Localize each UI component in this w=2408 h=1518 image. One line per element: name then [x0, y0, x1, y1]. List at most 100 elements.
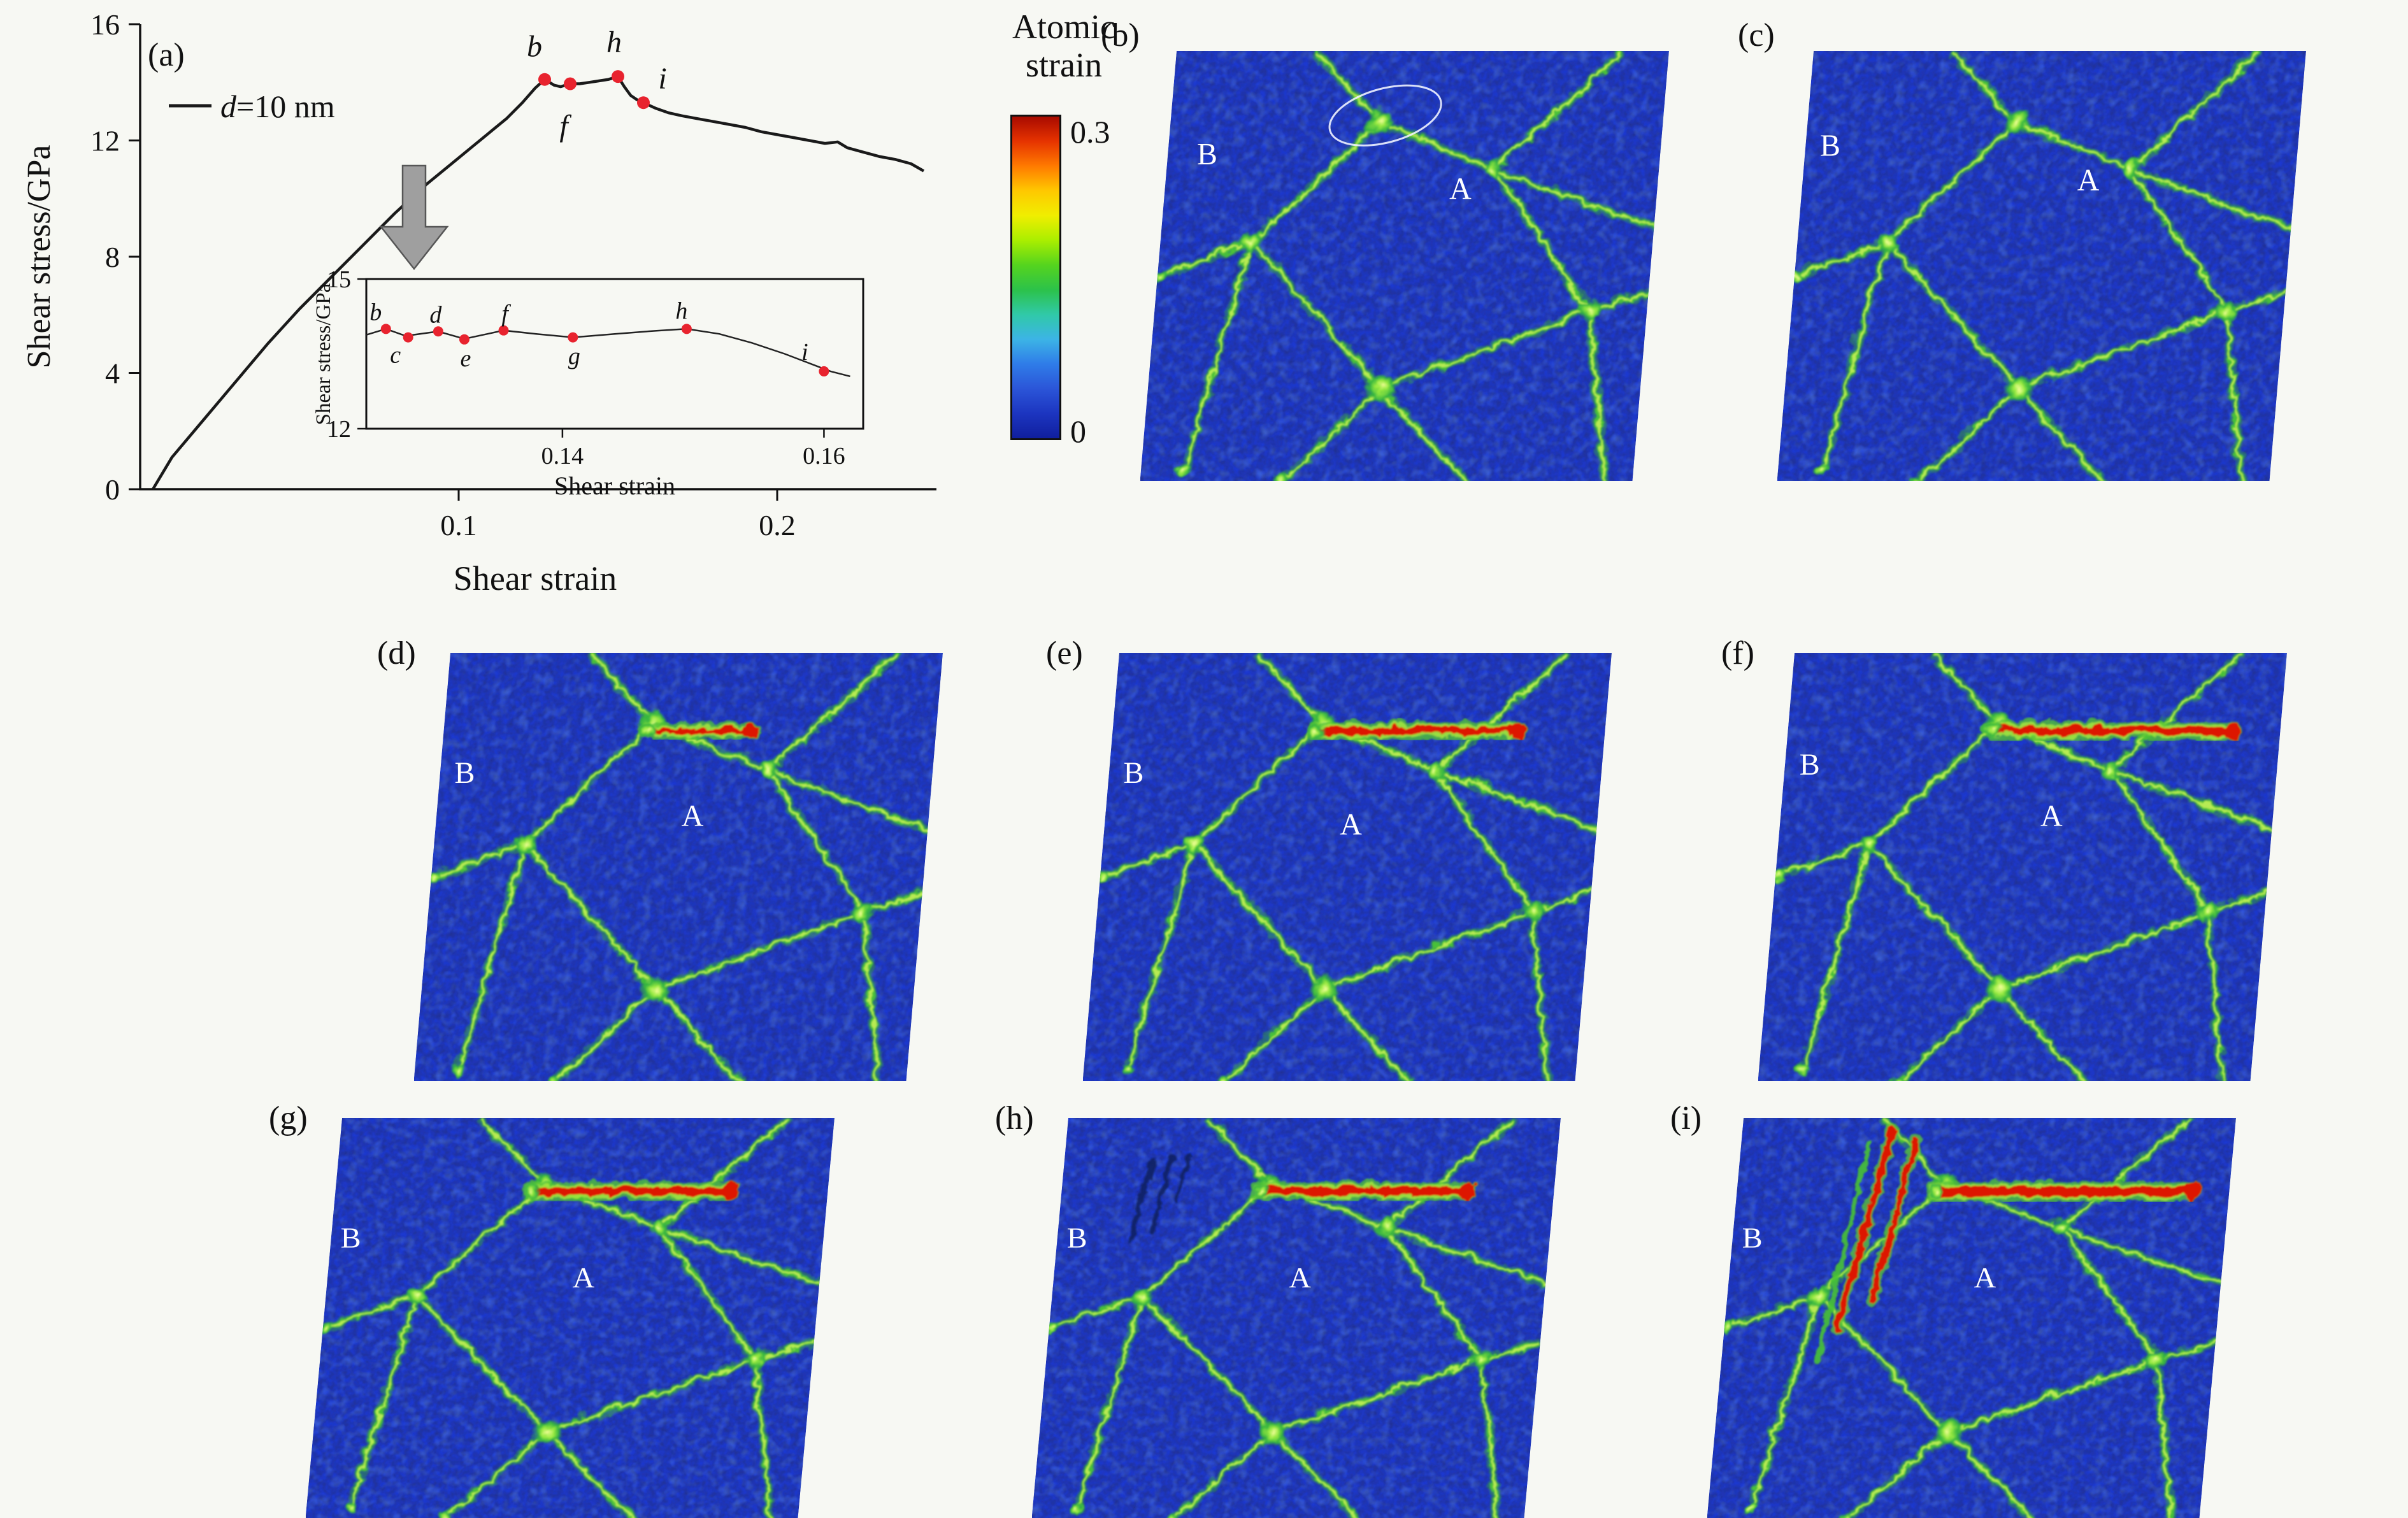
- grain-boundaries: [1769, 653, 2277, 1081]
- colorbar: Atomic strain 0.3 0: [981, 8, 1147, 524]
- y-tick-label: 4: [105, 357, 120, 390]
- x-tick-label: 0.1: [440, 509, 477, 541]
- inset-curve: [366, 327, 850, 378]
- inset-point-letter-c: c: [390, 342, 401, 369]
- strain-map-svg-b: BA: [1140, 51, 1669, 481]
- y-tick-label: 12: [90, 125, 120, 157]
- inset-frame: [365, 278, 864, 430]
- grain-label-b-b: B: [1197, 138, 1217, 171]
- inset-y-tick-label: 12: [327, 416, 351, 443]
- inset-point-letter-b: b: [369, 299, 382, 326]
- chart-root: 0 4 8 12 16 0.1 0.2 Shear stress/GPa Shear strai…: [21, 8, 936, 598]
- shear-band: [1248, 1179, 1477, 1199]
- grain-boundaries: [1151, 51, 1659, 481]
- x-axis-label: Shear strain: [454, 559, 617, 598]
- grain-label-b-g: B: [341, 1223, 361, 1254]
- panel-label-g: (g): [269, 1100, 308, 1136]
- colorbar-gradient: [1010, 115, 1061, 440]
- nucleation-ellipse-annotation: [1328, 84, 1442, 147]
- grain-label-a-g: A: [573, 1263, 595, 1294]
- panel-label-f: (f): [1721, 635, 1754, 671]
- shear-band: [1923, 1178, 2202, 1199]
- grain-label-b-e: B: [1124, 756, 1144, 790]
- inset-y-tick-label: 15: [327, 266, 351, 293]
- y-axis-label: Shear stress/GPa: [21, 145, 57, 369]
- slip-bands: [1812, 1124, 1920, 1361]
- marked-point-b: [538, 73, 551, 86]
- strain-map-svg-g: BA: [306, 1118, 835, 1518]
- grain-label-a-i: A: [1974, 1263, 1996, 1294]
- shear-band: [1305, 719, 1526, 739]
- panel-label-b: (b): [1101, 17, 1140, 54]
- marked-point-i: [637, 96, 650, 110]
- grain-boundaries: [1043, 1118, 1551, 1518]
- point-letter-h: h: [606, 25, 622, 59]
- colorbar-max-label: 0.3: [1070, 114, 1110, 150]
- colorbar-title: Atomic strain: [1012, 8, 1115, 85]
- strain-map-svg-c: BA: [1777, 51, 2306, 481]
- strain-map-svg-d: BA: [414, 653, 943, 1081]
- y-tick-label: 0: [105, 473, 120, 506]
- point-letter-b: b: [527, 30, 542, 64]
- grain-boundaries: [317, 1118, 824, 1518]
- zoom-arrow-icon: [379, 164, 449, 271]
- panel-label-h: (h): [995, 1100, 1034, 1136]
- panel-label-e: (e): [1046, 635, 1083, 671]
- inset-point-g: [568, 332, 578, 343]
- strain-map-svg-f: BA: [1758, 653, 2287, 1081]
- grain-boundaries: [1788, 51, 2296, 481]
- stress-strain-chart: 0 4 8 12 16 0.1 0.2 Shear stress/GPa Shear strai…: [21, 8, 936, 598]
- panel-label-c: (c): [1738, 17, 1775, 54]
- inset-point-h: [681, 324, 692, 334]
- point-letter-f: f: [559, 110, 571, 143]
- marked-point-f: [564, 77, 577, 90]
- legend-label: d=10 nm: [220, 89, 335, 124]
- grain-label-b-i: B: [1742, 1223, 1763, 1254]
- y-tick-label: 8: [105, 241, 120, 273]
- x-tick-label: 0.2: [759, 509, 796, 541]
- strain-map-svg-e: BA: [1083, 653, 1612, 1081]
- grain-label-b-h: B: [1067, 1223, 1087, 1254]
- inset-chart: 12 15 0.14 0.16 Shear stress/GPa Shear strain…: [312, 266, 864, 500]
- grain-label-a-f: A: [2040, 799, 2063, 833]
- shear-band: [522, 1179, 740, 1199]
- inset-point-e: [459, 334, 469, 345]
- grain-label-b-d: B: [455, 756, 475, 790]
- grain-label-a-h: A: [1289, 1263, 1311, 1294]
- grain-label-a-c: A: [2077, 163, 2100, 197]
- grain-boundaries: [1094, 653, 1602, 1081]
- inset-point-b: [380, 324, 391, 334]
- inset-point-i: [819, 366, 829, 376]
- panel-label-i: (i): [1670, 1100, 1702, 1136]
- panel-label-d: (d): [377, 635, 416, 671]
- strain-map-svg-i: BA: [1707, 1118, 2236, 1518]
- inset-point-c: [403, 332, 413, 343]
- colorbar-min-label: 0: [1070, 413, 1086, 449]
- inset-x-axis-label: Shear strain: [554, 471, 675, 500]
- inset-x-tick-label: 0.16: [803, 443, 845, 469]
- inset-point-letter-d: d: [429, 301, 442, 328]
- slip-bands: [1126, 1151, 1191, 1241]
- shear-band: [1980, 719, 2242, 739]
- grain-label-a-e: A: [1340, 808, 1362, 841]
- inset-point-d: [433, 326, 443, 337]
- inset-point-letter-g: g: [568, 343, 580, 370]
- inset-point-f: [498, 325, 509, 336]
- strain-map-svg-h: BA: [1032, 1118, 1561, 1518]
- panel-label-a: (a): [148, 37, 185, 73]
- inset-y-axis-label: Shear stress/GPa: [312, 283, 335, 425]
- inset-x-tick-label: 0.14: [541, 443, 584, 469]
- y-tick-label: 16: [90, 8, 120, 41]
- grain-label-a-d: A: [682, 799, 704, 833]
- grain-label-b-f: B: [1800, 748, 1820, 782]
- shear-band: [637, 720, 758, 738]
